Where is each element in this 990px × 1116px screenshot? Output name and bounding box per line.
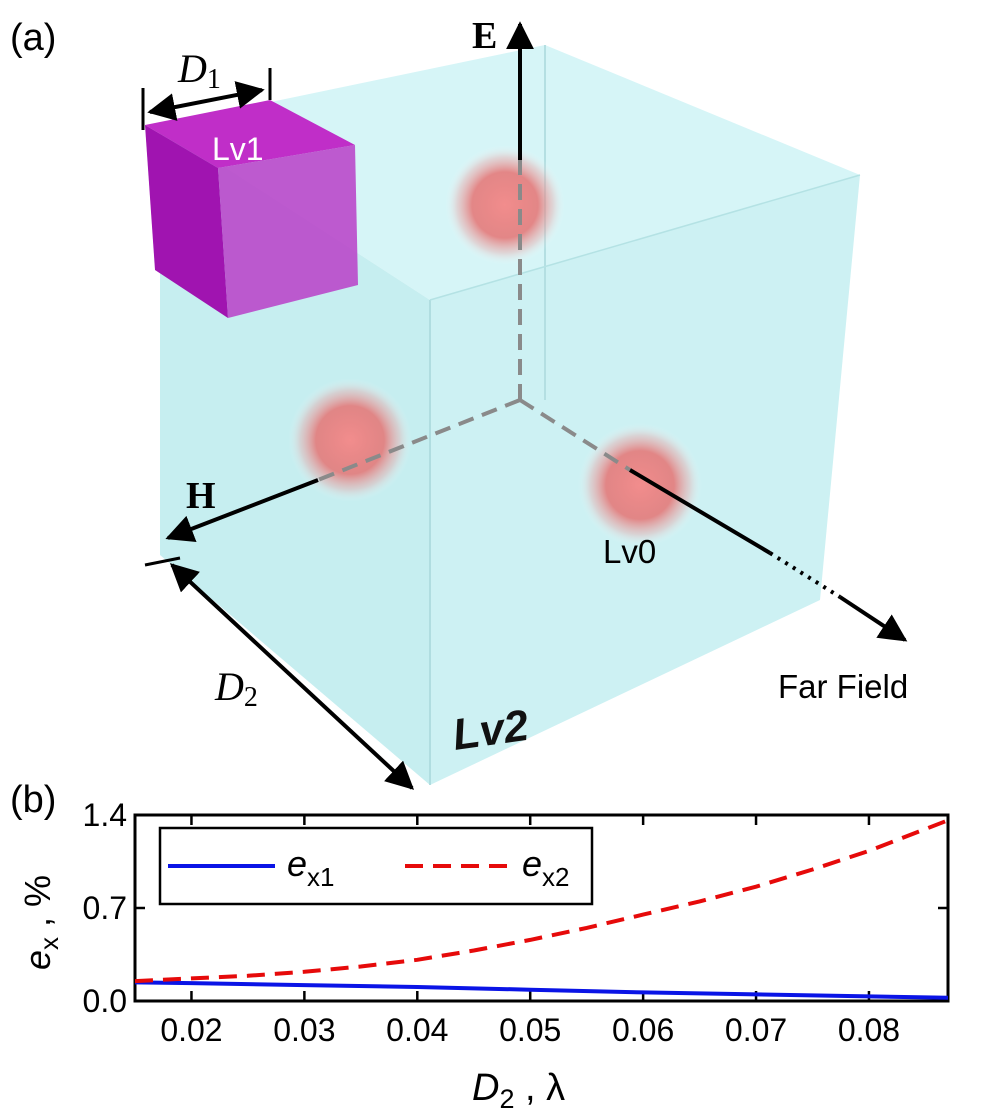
d1-arrow [147, 81, 265, 121]
series-line-ex1 [134, 980, 949, 1000]
lv1-label: Lv1 [212, 131, 264, 167]
x-tick-label: 0.03 [273, 1012, 335, 1048]
lv1-cube-left-face [145, 125, 228, 318]
far-field-label: Far Field [778, 668, 908, 705]
legend: ex1 ex2 [158, 826, 594, 906]
far-field-axis-arrow [838, 595, 908, 642]
x-tick-label: 0.08 [838, 1012, 900, 1048]
panel-b-label: (b) [10, 779, 56, 821]
d2-tick [144, 556, 181, 567]
x-tick-label: 0.06 [612, 1012, 674, 1048]
e-axis-label: E [472, 15, 497, 57]
h-axis-arrow [165, 478, 319, 542]
x-tick-label: 0.05 [499, 1012, 561, 1048]
y-tick-label: 0.0 [83, 983, 127, 1019]
x-ticks: 0.02 0.03 0.04 0.05 0.06 0.07 0.08 [160, 815, 900, 1048]
y-axis-label: ex , % [17, 875, 64, 970]
x-tick-label: 0.04 [386, 1012, 448, 1048]
panel-a-label: (a) [10, 17, 56, 59]
legend-label-ex2: ex2 [522, 843, 570, 892]
sphere-left [288, 378, 412, 502]
y-ticks: 0.0 0.7 1.4 [83, 797, 948, 1019]
d2-label: D2 [214, 664, 258, 713]
series-line-ex2 [134, 818, 949, 984]
sphere-right [578, 423, 702, 547]
panel-b: (b) 0.02 0.03 0.04 0.05 0.06 0.07 0.08 0.0 0.7 1… [10, 779, 950, 1114]
panel-a: (a) E H [10, 15, 908, 790]
series-group [134, 818, 949, 1000]
legend-label-ex1: ex1 [287, 843, 335, 892]
inner-axes [317, 160, 632, 482]
y-tick-label: 1.4 [83, 797, 127, 833]
lv1-cube-right-face [218, 145, 358, 318]
lv0-label: Lv0 [603, 533, 656, 570]
lv2-label: Lv2 [450, 701, 532, 760]
d1-label: D1 [177, 46, 221, 95]
x-tick-label: 0.07 [725, 1012, 787, 1048]
sphere-top [445, 145, 565, 265]
y-tick-label: 0.7 [83, 890, 127, 926]
d2-arrow [169, 563, 415, 790]
x-axis-label: D2 , λ [472, 1067, 565, 1114]
x-tick-label: 0.02 [160, 1012, 222, 1048]
h-axis-label: H [186, 475, 216, 517]
far-field-axis-solid [628, 468, 772, 555]
